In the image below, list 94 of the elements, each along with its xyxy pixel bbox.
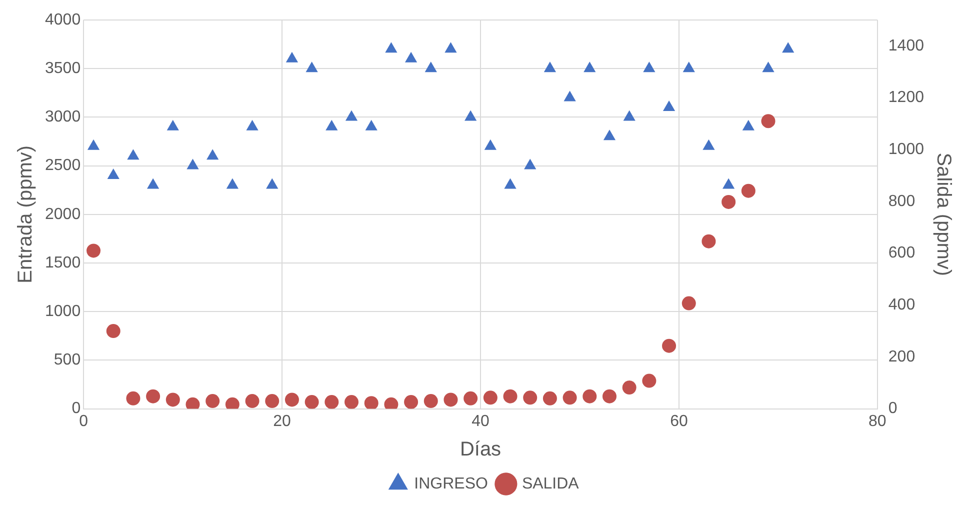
point xyxy=(722,194,736,209)
y-tick-label: 500 xyxy=(54,352,81,369)
point xyxy=(622,380,636,395)
x-axis-title: Días xyxy=(460,438,502,461)
x-tick-label: 60 xyxy=(670,412,688,430)
y-tick-label: 1500 xyxy=(45,254,81,272)
point xyxy=(166,392,180,407)
point xyxy=(464,110,477,121)
point xyxy=(286,52,298,62)
point xyxy=(127,149,140,160)
y-tick-label: 3000 xyxy=(45,108,81,126)
legend-label: INGRESO xyxy=(414,475,488,492)
point xyxy=(504,178,516,189)
y-axis-title: Entrada (ppmv) xyxy=(14,145,37,284)
point xyxy=(761,114,776,128)
point xyxy=(544,62,556,72)
point xyxy=(623,110,636,121)
point xyxy=(643,62,656,72)
point xyxy=(304,395,319,409)
point xyxy=(742,120,754,130)
point xyxy=(226,178,238,189)
y-tick-label: 2000 xyxy=(45,206,81,223)
point xyxy=(484,139,496,150)
point xyxy=(206,149,219,160)
point xyxy=(564,90,576,102)
point xyxy=(642,374,656,388)
y2-tick-label: 200 xyxy=(888,348,916,366)
point xyxy=(562,390,577,405)
point xyxy=(682,62,695,72)
point xyxy=(464,391,478,406)
point xyxy=(146,389,160,404)
point xyxy=(782,42,794,53)
y2-tick-label: 800 xyxy=(888,192,916,210)
y2-tick-label: 600 xyxy=(888,244,916,262)
point xyxy=(364,396,378,409)
point xyxy=(762,62,774,72)
point xyxy=(265,394,280,408)
point xyxy=(266,178,278,189)
point xyxy=(682,296,696,310)
point xyxy=(404,395,418,409)
y2-axis-title: Salida (ppmv) xyxy=(932,152,954,276)
point xyxy=(662,338,676,353)
point xyxy=(524,158,536,170)
y2-tick-label: 400 xyxy=(888,296,916,314)
y2-tick-label: 1400 xyxy=(888,37,924,54)
point xyxy=(584,62,596,72)
point xyxy=(106,324,120,338)
y2-tick-label: 0 xyxy=(888,400,898,418)
y2-tick-label: 1000 xyxy=(888,141,924,158)
y2-tick-label: 1200 xyxy=(888,89,924,106)
point xyxy=(444,42,457,53)
x-tick-label: 20 xyxy=(273,412,292,430)
point xyxy=(662,100,676,111)
x-tick-label: 40 xyxy=(472,412,490,430)
point xyxy=(523,390,538,405)
point xyxy=(284,392,299,407)
legend-label: SALIDA xyxy=(522,475,580,492)
point xyxy=(324,395,339,409)
point xyxy=(424,62,437,72)
point xyxy=(126,391,140,406)
point xyxy=(107,168,120,180)
y-tick-label: 1000 xyxy=(45,303,81,320)
y-tick-label: 3500 xyxy=(45,60,81,78)
point xyxy=(503,389,518,404)
point xyxy=(345,110,358,121)
point xyxy=(365,120,378,130)
point xyxy=(602,389,616,404)
point xyxy=(87,139,100,150)
point xyxy=(344,395,359,409)
point xyxy=(245,394,260,408)
point xyxy=(306,62,318,72)
point xyxy=(146,178,160,189)
point xyxy=(246,120,258,130)
x-tick-label: 80 xyxy=(868,412,886,430)
point xyxy=(166,120,179,130)
point xyxy=(206,394,220,408)
point xyxy=(741,184,756,198)
y-tick-label: 0 xyxy=(72,400,81,418)
point xyxy=(702,139,715,150)
point xyxy=(444,392,458,407)
point xyxy=(702,234,716,248)
y-tick-label: 2500 xyxy=(45,157,81,174)
point xyxy=(582,389,597,404)
point xyxy=(385,42,398,53)
point xyxy=(483,390,498,405)
y-tick-label: 4000 xyxy=(45,11,81,28)
point xyxy=(86,244,101,258)
point xyxy=(186,158,199,170)
point xyxy=(603,130,616,140)
point xyxy=(404,52,418,62)
point xyxy=(542,391,557,406)
point xyxy=(326,120,338,130)
point xyxy=(722,178,735,189)
point xyxy=(424,394,438,408)
